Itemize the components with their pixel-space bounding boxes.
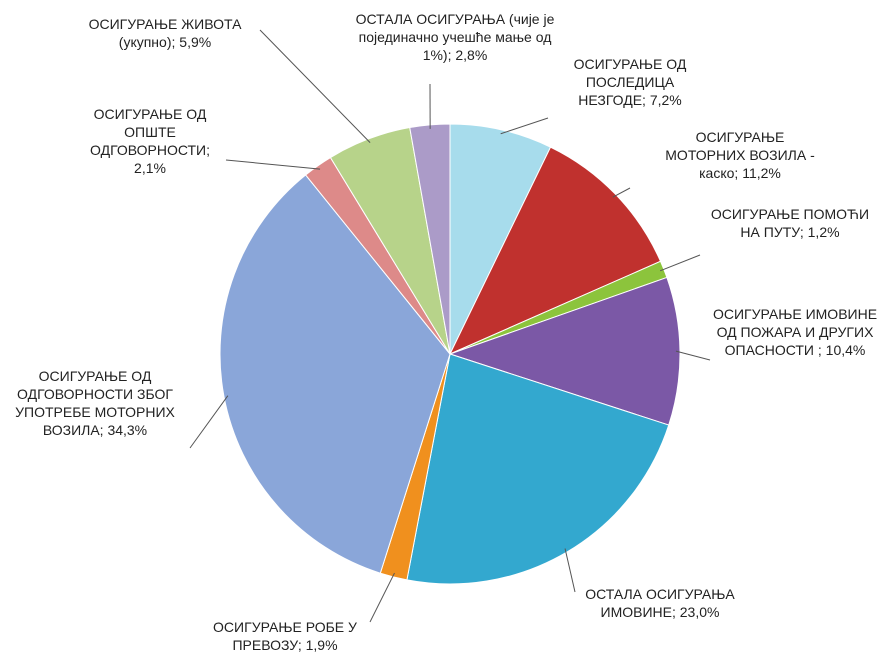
value-label: 34,3%: [107, 422, 148, 438]
pie-slice: [448, 276, 681, 426]
category-label: ОСИГУРАЊЕ ЖИВОТА (укупно);: [88, 16, 242, 50]
slice-label: ОСИГУРАЊЕ ЖИВОТА (укупно); 5,9%: [68, 15, 263, 51]
slice-label: ОСИГУРАЊЕ РОБЕ У ПРЕВОЗУ; 1,9%: [185, 618, 385, 654]
category-label: ОСИГУРАЊЕ ОД ОПШТЕ ОДГОВОРНОСТИ;: [90, 106, 210, 158]
category-label: ОСИГУРАЊЕ ОД ПОСЛЕДИЦА НЕЗГОДЕ;: [573, 56, 687, 108]
value-label: 1,2%: [807, 224, 840, 240]
category-label: ОСИГУРАЊЕ ОД ОДГОВОРНОСТИ ЗБОГ УПОТРЕБЕ …: [15, 368, 175, 438]
slice-label: ОСТАЛА ОСИГУРАЊА (чије је појединачно уч…: [355, 10, 555, 64]
leader-line: [369, 572, 395, 623]
category-label: ОСИГУРАЊЕ ПОМОЋИ НА ПУТУ;: [710, 206, 870, 240]
value-label: 2,8%: [455, 47, 488, 63]
pie-slice: [449, 123, 552, 355]
value-label: 2,1%: [134, 160, 166, 176]
leader-line: [189, 395, 229, 449]
value-label: 10,4%: [825, 342, 866, 358]
pie-slice: [219, 174, 451, 574]
category-label: ОСИГУРАЊЕ ИМОВИНЕ ОД ПОЖАРА И ДРУГИХ ОПА…: [712, 306, 878, 358]
leader-line: [675, 350, 711, 361]
slice-label: ОСИГУРАЊЕ ОД ОДГОВОРНОСТИ ЗБОГ УПОТРЕБЕ …: [5, 367, 185, 439]
value-label: 11,2%: [742, 165, 781, 181]
slice-label: ОСИГУРАЊЕ МОТОРНИХ ВОЗИЛА - каско; 11,2%: [655, 128, 825, 182]
slice-label: ОСИГУРАЊЕ ПОМОЋИ НА ПУТУ; 1,2%: [710, 205, 870, 241]
category-label: ОСТАЛА ОСИГУРАЊА (чије је појединачно уч…: [355, 11, 555, 63]
value-label: 23,0%: [679, 604, 720, 620]
leader-line: [500, 117, 549, 135]
slice-label: ОСИГУРАЊЕ ОД ПОСЛЕДИЦА НЕЗГОДЕ; 7,2%: [560, 55, 700, 109]
leader-line: [564, 548, 576, 593]
slice-label: ОСИГУРАЊЕ ИМОВИНЕ ОД ПОЖАРА И ДРУГИХ ОПА…: [708, 305, 883, 359]
leader-line: [225, 159, 321, 170]
leader-line: [612, 187, 631, 198]
leader-line: [659, 254, 701, 272]
pie-slice: [448, 146, 662, 356]
leader-line: [259, 29, 371, 143]
value-label: 5,9%: [179, 34, 212, 50]
category-label: ОСИГУРАЊЕ РОБЕ У ПРЕВОЗУ;: [213, 619, 357, 653]
slice-label: ОСТАЛА ОСИГУРАЊА ИМОВИНЕ; 23,0%: [565, 585, 755, 621]
category-label: ОСИГУРАЊЕ МОТОРНИХ ВОЗИЛА - каско;: [665, 129, 815, 181]
value-label: 7,2%: [649, 92, 682, 108]
category-label: ОСТАЛА ОСИГУРАЊА ИМОВИНЕ;: [585, 586, 735, 620]
value-label: 1,9%: [305, 637, 338, 653]
slice-label: ОСИГУРАЊЕ ОД ОПШТЕ ОДГОВОРНОСТИ; 2,1%: [73, 105, 228, 177]
pie-slice: [406, 353, 670, 585]
